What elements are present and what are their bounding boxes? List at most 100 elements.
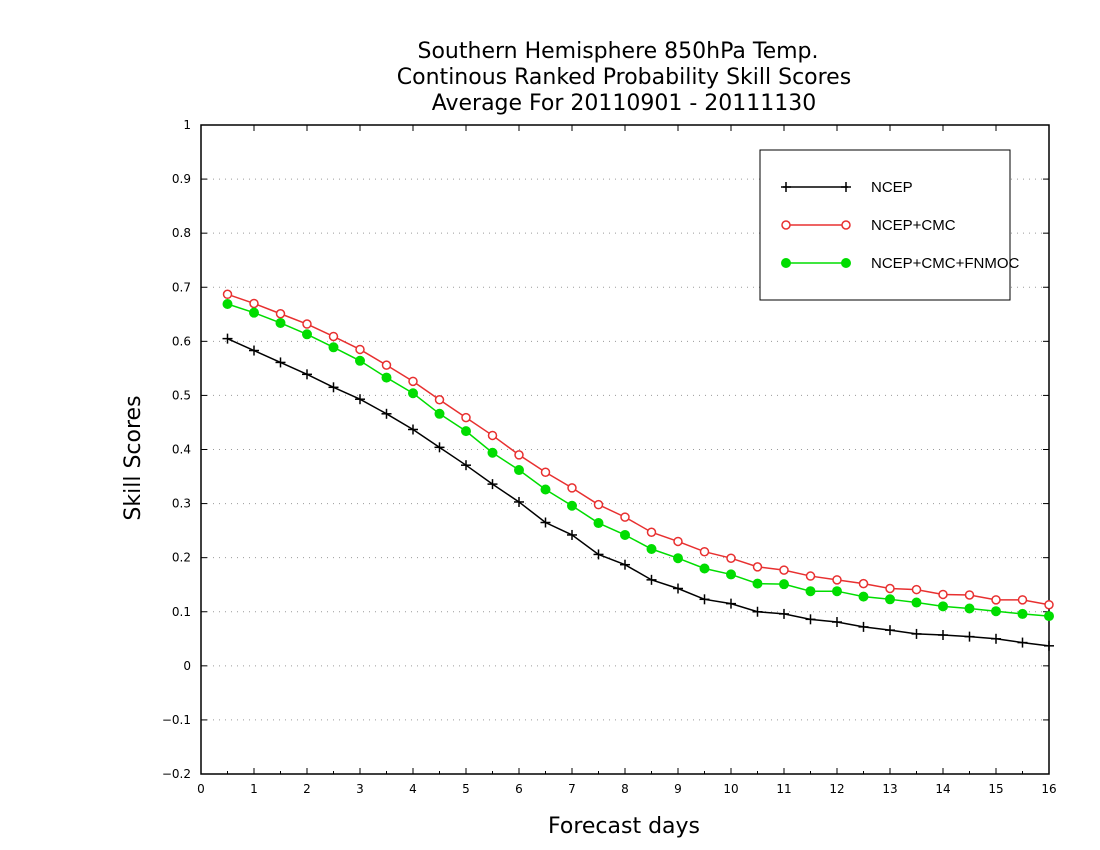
series-layer [222,289,1054,651]
data-point-ncep [408,424,418,435]
x-axis: 0 1 2 3 4 5 6 7 8 9 10 11 12 13 14 15 16 [197,125,1057,796]
data-point-ncep-cmc [752,562,763,572]
data-point-ncep-cmc-fnmoc [328,342,339,353]
data-point-ncep-cmc-fnmoc [249,307,259,318]
x-tick-label: 4 [409,782,417,796]
data-point-ncep [699,594,710,605]
data-point-ncep-cmc-fnmoc [752,578,763,589]
data-point-ncep [540,517,551,528]
y-tick-label: 0.8 [172,226,191,240]
x-tick-label: 13 [882,782,897,796]
data-point-ncep [991,633,1001,644]
data-point-ncep-cmc [514,450,524,460]
data-point-ncep-cmc [540,467,551,477]
y-tick-label: 0.5 [172,388,191,402]
data-point-ncep-cmc [673,536,683,547]
data-point-ncep-cmc [461,412,471,423]
data-point-ncep-cmc-fnmoc [514,465,524,476]
data-point-ncep-cmc-fnmoc [779,579,789,590]
data-point-ncep [938,630,948,641]
data-point-ncep-cmc [1017,595,1028,605]
data-point-ncep-cmc-fnmoc [275,317,286,328]
x-tick-label: 16 [1041,782,1056,796]
y-tick-label: 0.1 [172,605,191,619]
legend-items: NCEP NCEP+CMC NCEP+CMC+FNMOC [781,179,1020,272]
legend-marker [841,258,851,268]
x-tick-label: 11 [776,782,791,796]
x-tick-label: 15 [988,782,1003,796]
data-point-ncep-cmc [593,499,604,510]
data-point-ncep [964,631,975,642]
y-tick-label: 0.4 [172,443,191,457]
title-line-3: Average For 20110901 - 20111130 [432,91,817,116]
data-point-ncep-cmc-fnmoc [991,606,1001,617]
data-point-ncep-cmc-fnmoc [540,484,551,495]
legend-item-ncep-cmc-fnmoc: NCEP+CMC+FNMOC [781,255,1020,272]
legend-marker [841,182,851,192]
data-point-ncep-cmc [408,376,418,387]
series-ncep [222,333,1054,651]
data-point-ncep [593,549,604,560]
data-point-ncep-cmc [620,512,630,522]
data-point-ncep-cmc-fnmoc [805,586,816,597]
series-line-ncep-cmc-fnmoc [227,303,1050,617]
data-point-ncep-cmc-fnmoc [461,426,471,437]
x-tick-label: 1 [250,782,258,796]
data-point-ncep-cmc [911,584,922,595]
data-point-ncep [249,345,259,356]
data-point-ncep-cmc [964,590,975,600]
data-point-ncep [646,574,657,585]
data-point-ncep [726,598,736,609]
legend-label: NCEP [871,179,913,196]
data-point-ncep-cmc-fnmoc [567,500,577,511]
data-point-ncep-cmc-fnmoc [832,586,842,597]
data-point-ncep [911,628,922,639]
data-point-ncep-cmc-fnmoc [726,569,736,580]
series-line-ncep [227,337,1050,647]
data-point-ncep-cmc [779,565,789,575]
legend-marker [781,258,791,268]
y-tick-label: 1 [183,118,191,132]
data-point-ncep [381,408,392,419]
data-point-ncep [858,621,869,632]
data-point-ncep-cmc [991,595,1001,605]
data-point-ncep-cmc-fnmoc [646,544,657,555]
data-point-ncep-cmc [567,483,577,493]
data-point-ncep-cmc-fnmoc [302,329,312,340]
x-tick-label: 2 [303,782,311,796]
data-point-ncep [222,333,233,344]
data-point-ncep-cmc [355,344,365,355]
data-point-ncep-cmc [381,360,392,370]
series-ncep-cmc-fnmoc [222,299,1054,622]
x-tick-label: 0 [197,782,205,796]
x-tick-label: 3 [356,782,364,796]
y-tick-label: 0.9 [172,172,191,186]
data-point-ncep-cmc [832,575,842,585]
series-ncep-cmc [222,289,1054,610]
data-point-ncep-cmc-fnmoc [964,603,975,614]
data-point-ncep-cmc [487,430,498,441]
data-point-ncep-cmc-fnmoc [487,447,498,458]
y-tick-label: 0.7 [172,280,191,294]
data-point-ncep-cmc [1044,599,1054,610]
x-tick-label: 8 [621,782,629,796]
y-tick-label: 0.2 [172,551,191,565]
data-point-ncep-cmc [858,578,869,589]
data-point-ncep-cmc-fnmoc [938,601,948,612]
data-point-ncep [355,394,365,405]
data-point-ncep [885,625,895,636]
data-point-ncep-cmc-fnmoc [911,597,922,608]
data-point-ncep [275,357,286,368]
x-tick-label: 9 [674,782,682,796]
data-point-ncep [1017,637,1028,648]
data-point-ncep [328,382,339,393]
x-tick-label: 6 [515,782,523,796]
legend-marker [841,220,851,230]
series-line-ncep-cmc [227,293,1050,606]
legend-marker [781,220,791,230]
data-point-ncep [487,479,498,490]
data-point-ncep-cmc-fnmoc [355,355,365,366]
data-point-ncep-cmc [938,589,948,600]
data-point-ncep [779,608,789,619]
